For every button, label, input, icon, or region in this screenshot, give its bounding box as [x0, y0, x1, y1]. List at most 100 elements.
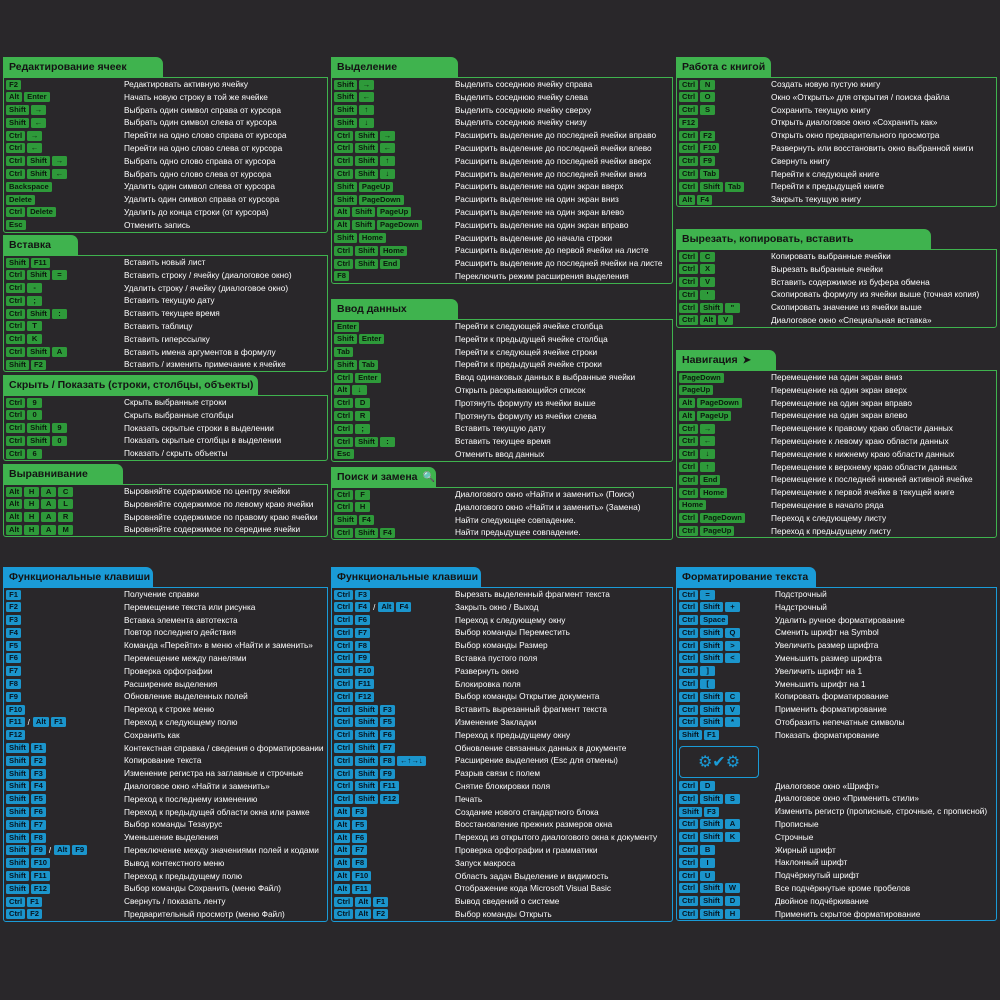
shortcut-row: Ctrl T Вставить таблицу [4, 320, 327, 333]
key-combo: Shift F5 [6, 794, 48, 805]
key-cap: Ctrl [679, 870, 699, 881]
key-cap: 0 [27, 410, 43, 421]
shortcut-description: Перейти к следующей ячейке столбца [455, 321, 603, 331]
key-cap: Ctrl [334, 781, 354, 792]
key-cap: F11 [30, 871, 50, 882]
key-cap: R [58, 512, 74, 523]
key-cap: F4 [396, 602, 412, 613]
shortcut-row: Ctrl Shift F9 Разрыв связи с полем [332, 767, 672, 780]
key-cap: Shift [6, 743, 29, 754]
key-cap: Ctrl [334, 169, 354, 180]
shortcut-row: Ctrl PageDown Переход к следующему листу [677, 512, 996, 525]
shortcut-row: Shift F4 Диалоговое окно «Найти и заменить… [4, 780, 327, 793]
section-title: Выделение [331, 57, 458, 77]
shortcut-list: Enter Перейти к следующей ячейке столбца S… [331, 319, 673, 462]
key-cap: Ctrl [334, 653, 354, 664]
key-cap: → [700, 423, 716, 434]
shortcut-description: Применить скрытое форматирование [775, 908, 921, 919]
key-cap: A [51, 347, 67, 358]
key-cap: A [724, 819, 740, 830]
key-combo: Ctrl Shift V [679, 704, 742, 715]
shortcut-row: Ctrl ← Перейти на одно слово слева от курс… [4, 142, 327, 155]
key-cap: F9 [30, 845, 46, 856]
key-cap: Ctrl [679, 79, 699, 90]
section-hide: Скрыть / Показать (строки, столбцы, объе… [3, 375, 328, 461]
shortcut-description: Перемещение к правому краю области данны… [771, 423, 953, 434]
shortcut-row: Ctrl[Уменьшить шрифт на 1 [677, 678, 996, 691]
key-combo: Ctrl Shift F3 [334, 704, 397, 715]
key-cap: ; [27, 295, 43, 306]
shortcut-description: Перейти к предыдущей книге [771, 181, 885, 192]
shortcut-row: Shift ↑ Выделить соседнюю ячейку сверху [332, 104, 672, 117]
key-cap: K [724, 832, 740, 843]
shortcut-description: Перейти к следующей ячейке строки [455, 346, 598, 357]
shortcut-row: Ctrl Shift = Вставить строку / ячейку (диал… [4, 269, 327, 282]
key-cap: Shift [700, 602, 723, 613]
shortcut-description: Вставка пустого поля [455, 652, 538, 663]
shortcut-description: Отображение кода Microsoft Visual Basic [455, 883, 611, 894]
key-cap: ↓ [358, 117, 374, 128]
key-combo: Ctrl N [679, 79, 717, 90]
shortcut-row: Ctrl Shift 0 Показать скрытые столбцы в выд… [4, 434, 327, 447]
shortcut-description: Копировать выбранные ячейки [771, 251, 891, 261]
shortcut-row: Ctrl F10 Развернуть или восстановить окно … [677, 142, 996, 155]
key-combo: F6 [6, 653, 23, 664]
key-combo: Ctrl Shift H [679, 909, 742, 920]
shortcut-row: Shift F10 Вывод контекстного меню [4, 857, 327, 870]
key-combo: Ctrl Alt V [679, 315, 735, 326]
shortcut-description: Удалить один символ слева от курсора [124, 181, 276, 192]
shortcut-description: Вставить имена аргументов в формулу [124, 346, 276, 357]
shortcut-row: Shift F8 Уменьшение выделения [4, 831, 327, 844]
key-combo: Ctrl F9 [334, 653, 372, 664]
key-combo: Delete [6, 194, 37, 205]
key-cap: PageUp [377, 207, 412, 218]
key-cap: F8 [30, 832, 46, 843]
key-cap: Alt [6, 512, 23, 523]
shortcut-row: Ctrl Shift A Прописные [677, 818, 996, 831]
shortcut-row: Ctrl; Вставить текущую дату [4, 294, 327, 307]
key-cap: Ctrl [334, 704, 354, 715]
shortcut-row: Ctrl Shift S Диалоговое окно «Применить сти… [677, 792, 996, 805]
shortcut-description: Вставить строку / ячейку (диалоговое окн… [124, 269, 292, 280]
shortcut-description: Расширить выделение на один экран влево [455, 206, 625, 217]
shortcut-row: Home Перемещение в начало ряда [677, 499, 996, 512]
key-cap: Shift [6, 819, 29, 830]
key-cap: Ctrl [334, 909, 354, 920]
shortcut-row: Ctrl Shift: Вставить текущее время [4, 307, 327, 320]
key-cap: F6 [30, 807, 46, 818]
shortcut-description: Удалить строку / ячейку (диалоговое окно… [124, 282, 289, 293]
key-combo: Ctrl F12 [334, 691, 376, 702]
shortcut-description: Переключение между значениями полей и ко… [124, 844, 319, 855]
key-cap: → [30, 105, 46, 116]
key-combo: Ctrl F2 [6, 909, 44, 920]
shortcut-row: Ctrl O Окно «Открыть» для открытия / поиск… [677, 91, 996, 104]
key-cap: A [41, 499, 57, 510]
shortcut-row: Ctrl I Наклонный шрифт [677, 856, 996, 869]
shortcut-description: Контекстная справка / сведения о формати… [124, 742, 324, 753]
shortcut-row: Ctrl Shift F7 Обновление связанных данных в… [332, 742, 672, 755]
key-cap: Shift [6, 359, 29, 370]
shortcut-row: Ctrl F7 Выбор команды Переместить [332, 626, 672, 639]
shortcut-description: Переход к предыдущему окну [455, 729, 571, 740]
shortcut-row: Ctrl Delete Удалить до конца строки (от ку… [4, 206, 327, 219]
key-cap: F5 [6, 640, 21, 651]
key-cap: U [700, 870, 716, 881]
key-cap: Shift [700, 640, 723, 651]
key-combo: Ctrl → [6, 130, 44, 141]
key-cap: Ctrl [679, 436, 699, 447]
key-cap: Alt [334, 207, 351, 218]
shortcut-list: Alt H A C Выровняйте содержимое по центру яч… [3, 484, 328, 538]
key-combo: Alt F5 [334, 819, 369, 830]
shortcut-row: Ctrl U Подчёркнутый шрифт [677, 869, 996, 882]
shortcut-description: Вставить текущее время [124, 308, 220, 319]
key-combo: Enter [334, 321, 361, 332]
key-combo: Ctrl 6 [6, 448, 44, 459]
section-title-text: Вставка [9, 239, 51, 251]
key-cap: Alt [334, 883, 351, 894]
key-cap: F12 [379, 794, 400, 805]
shortcut-description: Перемещение на один экран вправо [771, 397, 912, 408]
shortcut-row: F8 Расширение выделения [4, 678, 327, 691]
key-cap: 9 [27, 397, 43, 408]
key-cap: Ctrl [679, 302, 699, 313]
key-cap: Shift [27, 423, 50, 434]
